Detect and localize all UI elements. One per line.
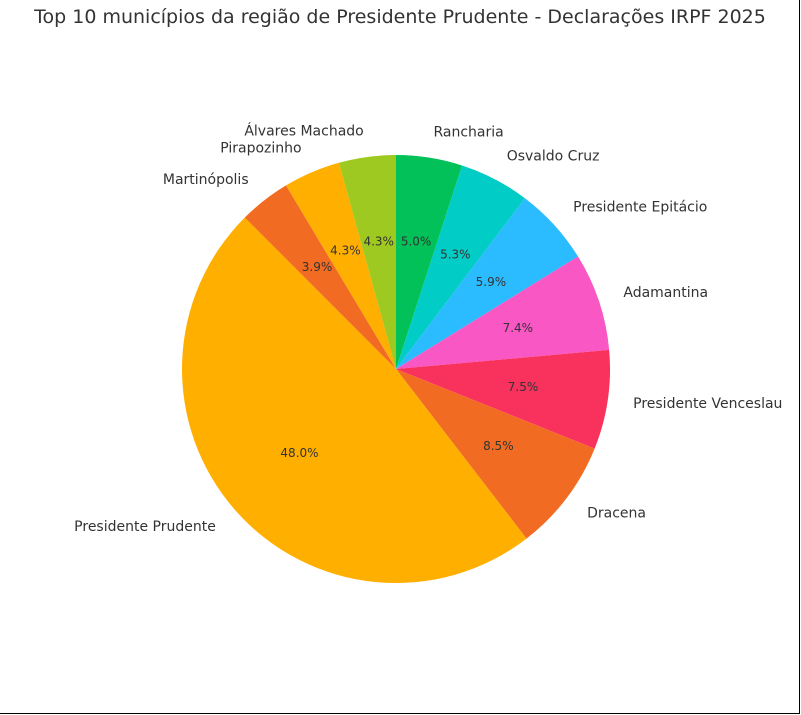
slice-label: Pirapozinho [220,141,301,157]
slice-percent-label: 3.9% [302,260,333,274]
slice-label: Adamantina [623,285,708,301]
slice-label: Rancharia [433,124,503,140]
slice-label: Martinópolis [163,172,249,188]
slice-label: Presidente Epitácio [573,200,707,216]
pie-slice [396,349,610,449]
slice-percent-label: 5.3% [440,248,471,262]
pie-slice [286,162,396,369]
slice-percent-label: 7.4% [503,321,534,335]
pie-slice [396,198,578,369]
slice-percent-label: 4.3% [363,234,394,248]
pie-slice [396,165,525,369]
slice-percent-label: 5.9% [476,275,507,289]
slice-percent-label: 8.5% [483,439,514,453]
slice-percent-label: 48.0% [280,446,318,460]
pie-slice [396,256,610,369]
pie-slice [396,369,595,539]
slice-label: Presidente Prudente [74,519,216,535]
slice-label: Presidente Venceslau [633,396,782,412]
slice-label: Dracena [587,506,646,522]
slice-percent-label: 5.0% [401,235,432,249]
pie-slice [338,155,396,369]
pie-slice [244,185,396,369]
slice-percent-label: 4.3% [330,243,361,257]
chart-title: Top 10 municípios da região de President… [34,6,766,28]
slice-label: Álvares Machado [244,122,363,139]
pie-slice [396,155,463,369]
slice-label: Osvaldo Cruz [507,148,600,164]
slice-percent-label: 7.5% [508,380,539,394]
pie-slice [181,217,527,583]
